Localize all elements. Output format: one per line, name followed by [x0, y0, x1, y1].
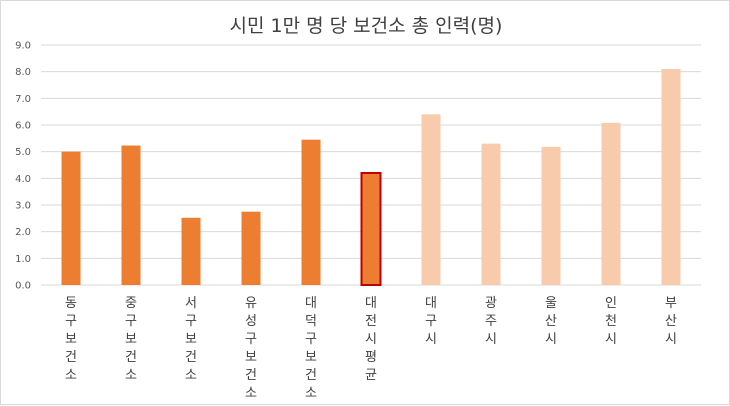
bar-highlighted — [360, 172, 382, 286]
bar — [541, 146, 561, 285]
bar — [181, 217, 201, 285]
bar — [661, 69, 681, 285]
bar — [301, 139, 321, 285]
bar — [421, 114, 441, 285]
bar — [241, 211, 261, 285]
chart-title: 시민 1만 명 당 보건소 총 인력(명) — [229, 15, 503, 37]
bar — [481, 143, 501, 285]
y-tick-label: 7.0 — [15, 94, 31, 105]
y-tick-label: 5.0 — [15, 147, 31, 158]
y-tick-label: 1.0 — [15, 254, 31, 265]
y-tick-label: 9.0 — [15, 41, 31, 52]
bar — [601, 122, 621, 285]
y-tick-label: 2.0 — [15, 227, 31, 238]
y-tick-label: 4.0 — [15, 174, 31, 185]
y-tick-label: 0.0 — [15, 281, 31, 292]
y-tick-label: 8.0 — [15, 67, 31, 78]
y-tick-label: 3.0 — [15, 201, 31, 212]
bar — [121, 145, 141, 285]
bar — [61, 151, 81, 285]
y-tick-label: 6.0 — [15, 121, 31, 132]
